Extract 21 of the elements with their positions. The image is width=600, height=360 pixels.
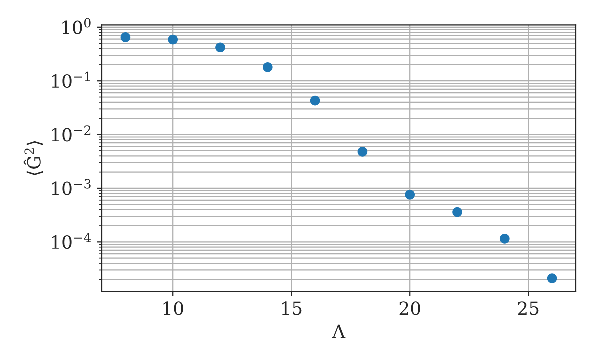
point	[120, 32, 131, 42]
x-tick-label: 15	[282, 302, 302, 316]
point	[547, 274, 558, 284]
point	[452, 207, 462, 218]
x-tick-label: 25	[518, 302, 539, 316]
x-tick-label: 10	[164, 302, 184, 316]
x-tick-label: 20	[400, 302, 420, 316]
point	[168, 34, 178, 45]
y-axis-title: ⟨Ĝ$^{2}$⟩	[24, 141, 44, 176]
point	[405, 190, 416, 200]
point	[500, 234, 510, 244]
point	[358, 146, 368, 157]
point	[262, 62, 273, 72]
point	[310, 96, 320, 106]
y-tick-label: 10$^{−2}$	[52, 126, 91, 142]
y-tick-label: 10$^{−3}$	[52, 179, 91, 196]
y-tick-label: 10$^{−1}$	[52, 72, 90, 88]
point	[216, 42, 226, 53]
y-tick-label: 10$^{0}$	[62, 18, 91, 34]
x-axis-title: Λ	[332, 324, 346, 338]
y-tick-label: 10$^{−4}$	[52, 232, 92, 250]
